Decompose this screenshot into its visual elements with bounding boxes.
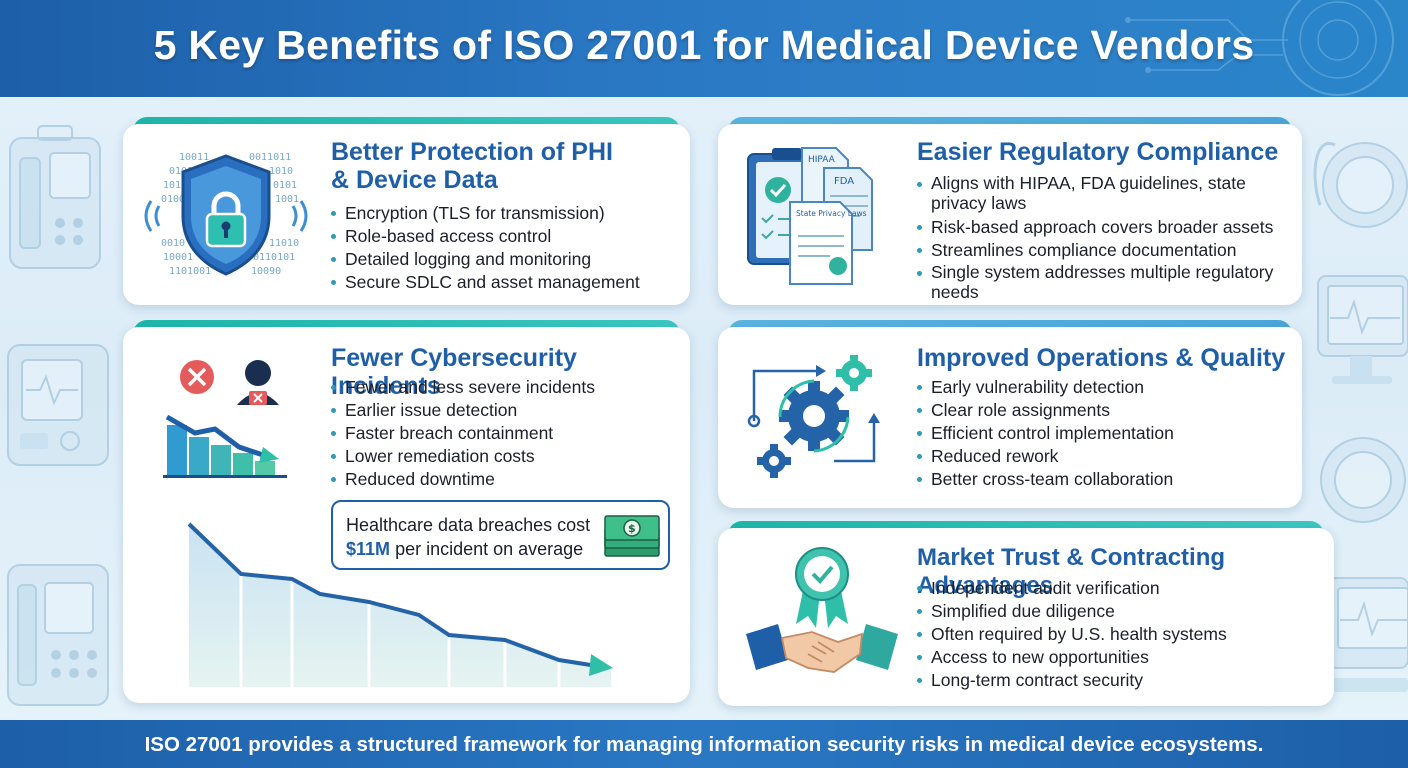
card-title: Improved Operations & Quality — [917, 344, 1286, 372]
list-item: Role-based access control — [331, 225, 681, 248]
svg-text:FDA: FDA — [834, 176, 854, 187]
list-item: Secure SDLC and asset management — [331, 271, 681, 294]
declining-threats-icon — [163, 360, 287, 478]
svg-text:1001: 1001 — [275, 194, 299, 205]
monitor-right-icon — [1317, 275, 1408, 384]
benefit-list: Fewer and less severe incidents Earlier … — [331, 376, 681, 491]
header-banner: 5 Key Benefits of ISO 27001 for Medical … — [0, 0, 1408, 97]
handshake-badge-icon — [746, 547, 898, 673]
list-item: Better cross-team collaboration — [917, 468, 1287, 491]
patient-monitor-left-icon — [7, 344, 109, 466]
card-title: Better Protection of PHI & Device Data — [331, 138, 613, 194]
svg-text:0101: 0101 — [273, 180, 297, 191]
callout-text: Healthcare data breaches cost $11M per i… — [346, 513, 590, 561]
list-item: Efficient control implementation — [917, 422, 1287, 445]
circuit-decoration-icon — [1125, 0, 1394, 96]
svg-text:10011: 10011 — [179, 152, 209, 163]
svg-text:1011: 1011 — [163, 180, 187, 191]
money-icon: $ — [604, 515, 660, 557]
svg-text:0110101: 0110101 — [253, 252, 295, 263]
list-item: Reduced rework — [917, 445, 1287, 468]
list-item: Long-term contract security — [917, 669, 1317, 692]
list-item: Faster breach containment — [331, 422, 681, 445]
footer-text: ISO 27001 provides a structured framewor… — [144, 733, 1264, 756]
benefit-card-operations: Improved Operations & Quality Early vuln… — [718, 320, 1302, 508]
benefit-list: Aligns with HIPAA, FDA guidelines, state… — [917, 173, 1287, 302]
card-title-line2: & Device Data — [331, 166, 498, 194]
list-item: Fewer and less severe incidents — [331, 376, 681, 399]
svg-text:11010: 11010 — [269, 238, 299, 249]
list-item: Streamlines compliance documentation — [917, 239, 1287, 262]
benefit-card-compliance: HIPAA FDA State Privacy Laws Easier Regu… — [718, 117, 1302, 305]
svg-text:0010: 0010 — [161, 238, 185, 249]
callout-amount: $11M — [346, 539, 391, 559]
list-item: Early vulnerability detection — [917, 376, 1287, 399]
pacemaker-right-lower-icon — [1320, 437, 1406, 523]
list-item: Clear role assignments — [917, 399, 1287, 422]
list-item: Aligns with HIPAA, FDA guidelines, state… — [917, 173, 1287, 213]
card-title-line1: Better Protection of PHI — [331, 138, 613, 166]
svg-text:HIPAA: HIPAA — [808, 155, 836, 165]
card-title: Fewer Cybersecurity Incidents — [331, 344, 577, 400]
list-item: Earlier issue detection — [331, 399, 681, 422]
callout-line2: $11M per incident on average — [346, 537, 590, 561]
list-item: Reduced downtime — [331, 468, 681, 491]
svg-text:01001: 01001 — [161, 194, 191, 205]
process-gears-icon — [747, 355, 880, 478]
svg-text:10001: 10001 — [163, 252, 193, 263]
benefit-card-market-trust: Market Trust & Contracting Advantages In… — [718, 521, 1334, 706]
callout-line1: Healthcare data breaches cost — [346, 515, 591, 535]
breach-cost-callout: Healthcare data breaches cost $11M per i… — [331, 500, 670, 570]
list-item: Single system addresses multiple regulat… — [917, 262, 1287, 302]
svg-text:10090: 10090 — [251, 266, 281, 277]
infusion-pump-bottom-left-icon — [7, 564, 109, 706]
callout-line2-text: per incident on average — [395, 539, 584, 559]
list-item: Encryption (TLS for transmission) — [331, 202, 681, 225]
infusion-pump-left-icon — [9, 125, 101, 269]
card-title: Easier Regulatory Compliance — [917, 138, 1279, 166]
benefit-list: Encryption (TLS for transmission) Role-b… — [331, 202, 681, 294]
list-item: Often required by U.S. health systems — [917, 623, 1317, 646]
page-title: 5 Key Benefits of ISO 27001 for Medical … — [153, 22, 1255, 68]
list-item: Access to new opportunities — [917, 646, 1317, 669]
declining-trend-graphic — [187, 522, 613, 687]
svg-text:$: $ — [628, 522, 636, 535]
svg-text:State Privacy Laws: State Privacy Laws — [796, 209, 867, 218]
pacemaker-right-icon — [1313, 141, 1408, 228]
list-item: Risk-based approach covers broader asset… — [917, 216, 1287, 239]
list-item: Detailed logging and monitoring — [331, 248, 681, 271]
list-item: Lower remediation costs — [331, 445, 681, 468]
list-item: Independent audit verification — [917, 577, 1317, 600]
svg-text:1010: 1010 — [269, 166, 293, 177]
benefit-list: Early vulnerability detection Clear role… — [917, 376, 1287, 491]
list-item: Simplified due diligence — [917, 600, 1317, 623]
svg-text:1101001: 1101001 — [169, 266, 211, 277]
compliance-documents-icon: HIPAA FDA State Privacy Laws — [747, 147, 873, 285]
monitor-bottom-right-icon — [1327, 577, 1408, 692]
benefit-list: Independent audit verification Simplifie… — [917, 577, 1317, 692]
card-title: Market Trust & Contracting Advantages — [917, 544, 1226, 599]
footer-banner: ISO 27001 provides a structured framewor… — [0, 720, 1408, 768]
svg-text:0011011: 0011011 — [249, 152, 291, 163]
